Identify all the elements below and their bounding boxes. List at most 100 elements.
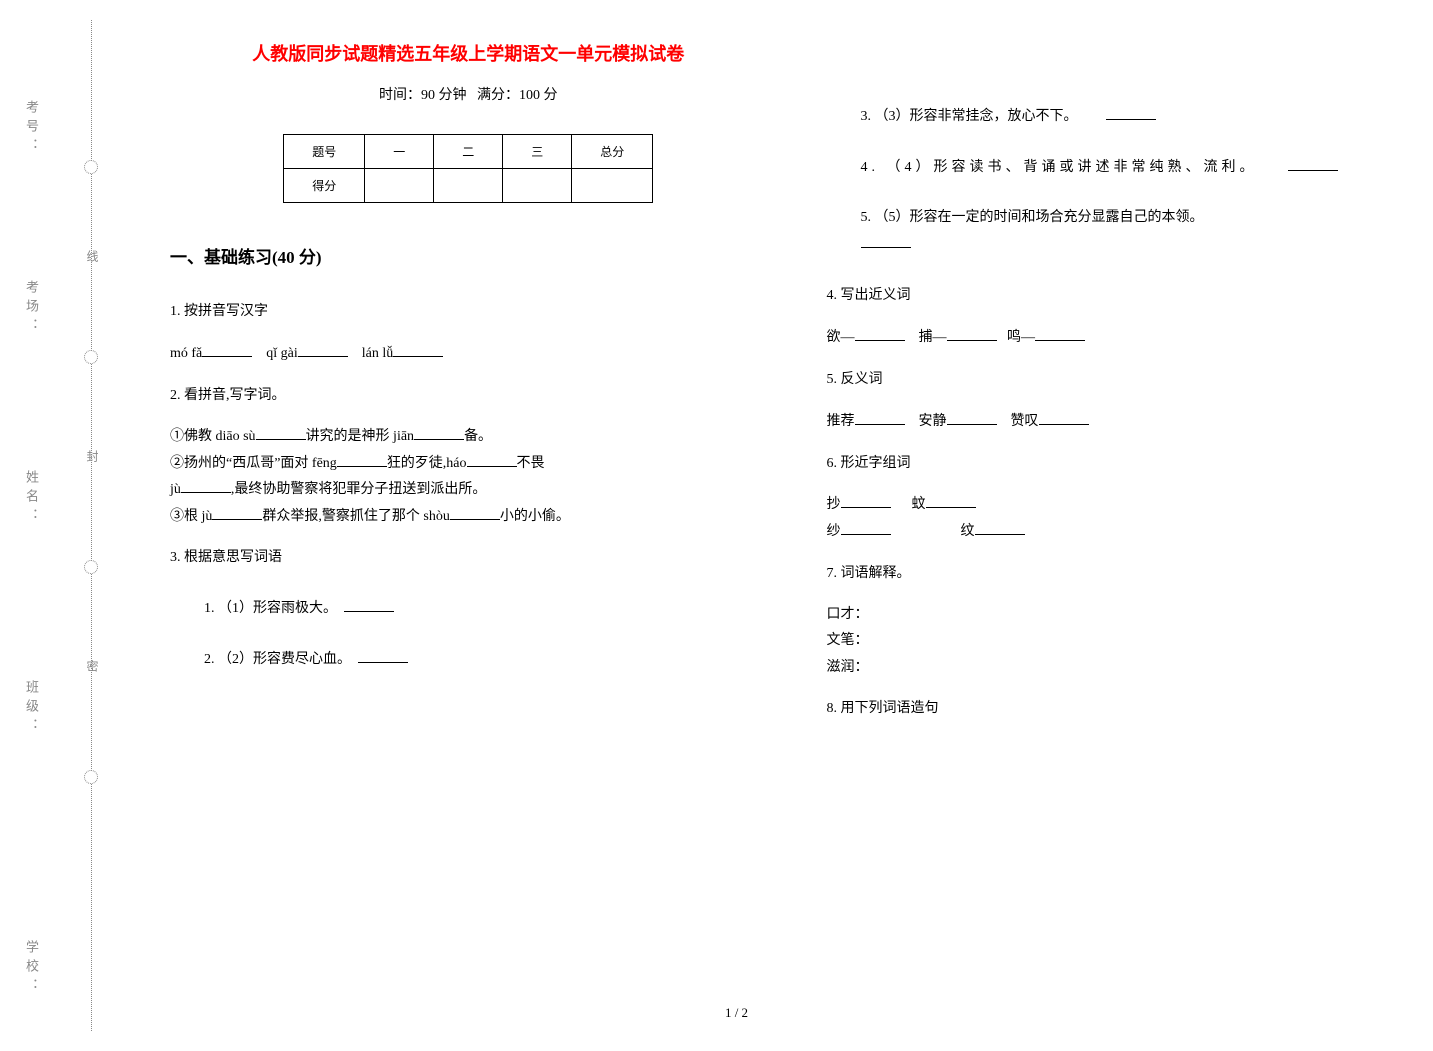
fill-blank[interactable] (298, 342, 348, 357)
binding-circle (84, 160, 98, 174)
fill-blank[interactable] (855, 326, 905, 341)
left-column: 人教版同步试题精选五年级上学期语文一单元模拟试卷 时间：90 分钟 满分：100… (170, 40, 797, 1021)
td-cell (434, 169, 503, 203)
fill-blank[interactable] (841, 493, 891, 508)
question-6: 6. 形近字组词 (827, 450, 1424, 478)
fill-blank[interactable] (414, 425, 464, 440)
binding-label-school: 学校： (22, 940, 41, 997)
q2-text: 狂的歹徒,háo (387, 456, 467, 471)
q4-item: 鸣— (1007, 330, 1035, 345)
question-5: 5. 反义词 (827, 366, 1424, 394)
q3-sub2: 2. （2）形容费尽心血。 (204, 647, 767, 674)
fill-blank[interactable] (202, 342, 252, 357)
fill-blank[interactable] (212, 505, 262, 520)
question-2: 2. 看拼音,写字词。 (170, 382, 767, 410)
q2-text: 不畏 (517, 456, 545, 471)
fill-blank[interactable] (358, 648, 408, 663)
question-7: 7. 词语解释。 (827, 560, 1424, 588)
binding-circle (84, 560, 98, 574)
q2-text: 群众举报,警察抓住了那个 shòu (262, 509, 449, 524)
fill-blank[interactable] (467, 452, 517, 467)
table-row: 题号 一 二 三 总分 (284, 135, 653, 169)
binding-label-exam-no: 考号： (22, 100, 41, 157)
q2-text: 备。 (464, 429, 492, 444)
q4-body: 欲— 捕— 鸣— (827, 324, 1424, 352)
q4-item: 欲— (827, 330, 855, 345)
seal-char-secret: 密 (84, 660, 101, 686)
q5-item: 安静 (919, 414, 947, 429)
fill-blank[interactable] (841, 520, 891, 535)
q6-char: 抄 (827, 497, 841, 512)
q1-label: 1. 按拼音写汉字 (170, 304, 268, 319)
q2-text: ②扬州的“西瓜哥”面对 fēng (170, 456, 337, 471)
fill-blank[interactable] (947, 410, 997, 425)
q6-label: 6. 形近字组词 (827, 456, 911, 471)
table-row: 得分 (284, 169, 653, 203)
fill-blank[interactable] (1039, 410, 1089, 425)
seal-char-seal: 封 (84, 450, 101, 476)
exam-page: 考号： 考场： 姓名： 班级： 学校： 线 封 密 人教版同步试题精选五年级上学… (20, 20, 1433, 1031)
seal-char-line: 线 (84, 250, 101, 276)
fill-blank[interactable] (975, 520, 1025, 535)
question-1: 1. 按拼音写汉字 (170, 298, 767, 326)
q3-sub-text: 4. （4）形容读书、背诵或讲述非常纯熟、流利。 (861, 160, 1258, 175)
q1-pinyin: qǐ gài (266, 346, 298, 361)
q5-item: 推荐 (827, 414, 855, 429)
question-4: 4. 写出近义词 (827, 282, 1424, 310)
q7-body: 口才： 文笔： 滋润： (827, 602, 1424, 682)
td-label: 得分 (284, 169, 365, 203)
th-label: 题号 (284, 135, 365, 169)
fill-blank[interactable] (344, 597, 394, 612)
q2-text: ,最终协助警察将犯罪分子扭送到派出所。 (231, 482, 487, 497)
fill-blank[interactable] (450, 505, 500, 520)
th-col: 一 (365, 135, 434, 169)
q3-label: 3. 根据意思写词语 (170, 550, 282, 565)
exam-subtitle: 时间：90 分钟 满分：100 分 (170, 84, 767, 104)
exam-title: 人教版同步试题精选五年级上学期语文一单元模拟试卷 (170, 40, 767, 66)
q3-sub-text: 5. （5）形容在一定的时间和场合充分显露自己的本领。 (861, 210, 1204, 225)
q2-text: jù (170, 482, 181, 497)
fill-blank[interactable] (393, 342, 443, 357)
exam-fullscore: 满分：100 分 (477, 88, 558, 103)
q6-char: 纱 (827, 524, 841, 539)
td-cell (365, 169, 434, 203)
q7-label: 7. 词语解释。 (827, 566, 911, 581)
q7-item: 滋润： (827, 660, 869, 675)
q4-item: 捕— (919, 330, 947, 345)
page-number: 1 / 2 (725, 1005, 748, 1021)
exam-time: 时间：90 分钟 (379, 88, 467, 103)
q3-sub-text: 3. （3）形容非常挂念，放心不下。 (861, 109, 1078, 124)
q2-text: 小的小偷。 (500, 509, 570, 524)
fill-blank[interactable] (861, 233, 911, 248)
q2-text: ③根 jù (170, 509, 212, 524)
fill-blank[interactable] (1035, 326, 1085, 341)
q6-char: 蚊 (912, 497, 926, 512)
fill-blank[interactable] (1288, 156, 1338, 171)
q6-char: 纹 (961, 524, 975, 539)
th-col: 二 (434, 135, 503, 169)
spacer (827, 40, 1424, 80)
binding-label-room: 考场： (22, 280, 41, 337)
q4-label: 4. 写出近义词 (827, 288, 911, 303)
fill-blank[interactable] (256, 425, 306, 440)
q3-sub1: 1. （1）形容雨极大。 (204, 596, 767, 623)
q3-sub-text: 1. （1）形容雨极大。 (204, 601, 337, 616)
q3-sub-text: 2. （2）形容费尽心血。 (204, 652, 351, 667)
q6-body: 抄 蚊 纱 纹 (827, 492, 1424, 545)
fill-blank[interactable] (947, 326, 997, 341)
fill-blank[interactable] (1106, 105, 1156, 120)
q1-pinyin: lán lǚ (362, 346, 394, 361)
fill-blank[interactable] (926, 493, 976, 508)
q2-label: 2. 看拼音,写字词。 (170, 388, 286, 403)
th-total: 总分 (572, 135, 653, 169)
binding-label-class: 班级： (22, 680, 41, 737)
q2-text: 讲究的是神形 jiān (306, 429, 415, 444)
content-area: 人教版同步试题精选五年级上学期语文一单元模拟试卷 时间：90 分钟 满分：100… (110, 20, 1433, 1031)
q3-sub4: 4. （4）形容读书、背诵或讲述非常纯熟、流利。 (861, 155, 1424, 182)
fill-blank[interactable] (337, 452, 387, 467)
fill-blank[interactable] (855, 410, 905, 425)
fill-blank[interactable] (181, 478, 231, 493)
q5-item: 赞叹 (1011, 414, 1039, 429)
score-table: 题号 一 二 三 总分 得分 (283, 134, 653, 203)
q5-body: 推荐 安静 赞叹 (827, 408, 1424, 436)
